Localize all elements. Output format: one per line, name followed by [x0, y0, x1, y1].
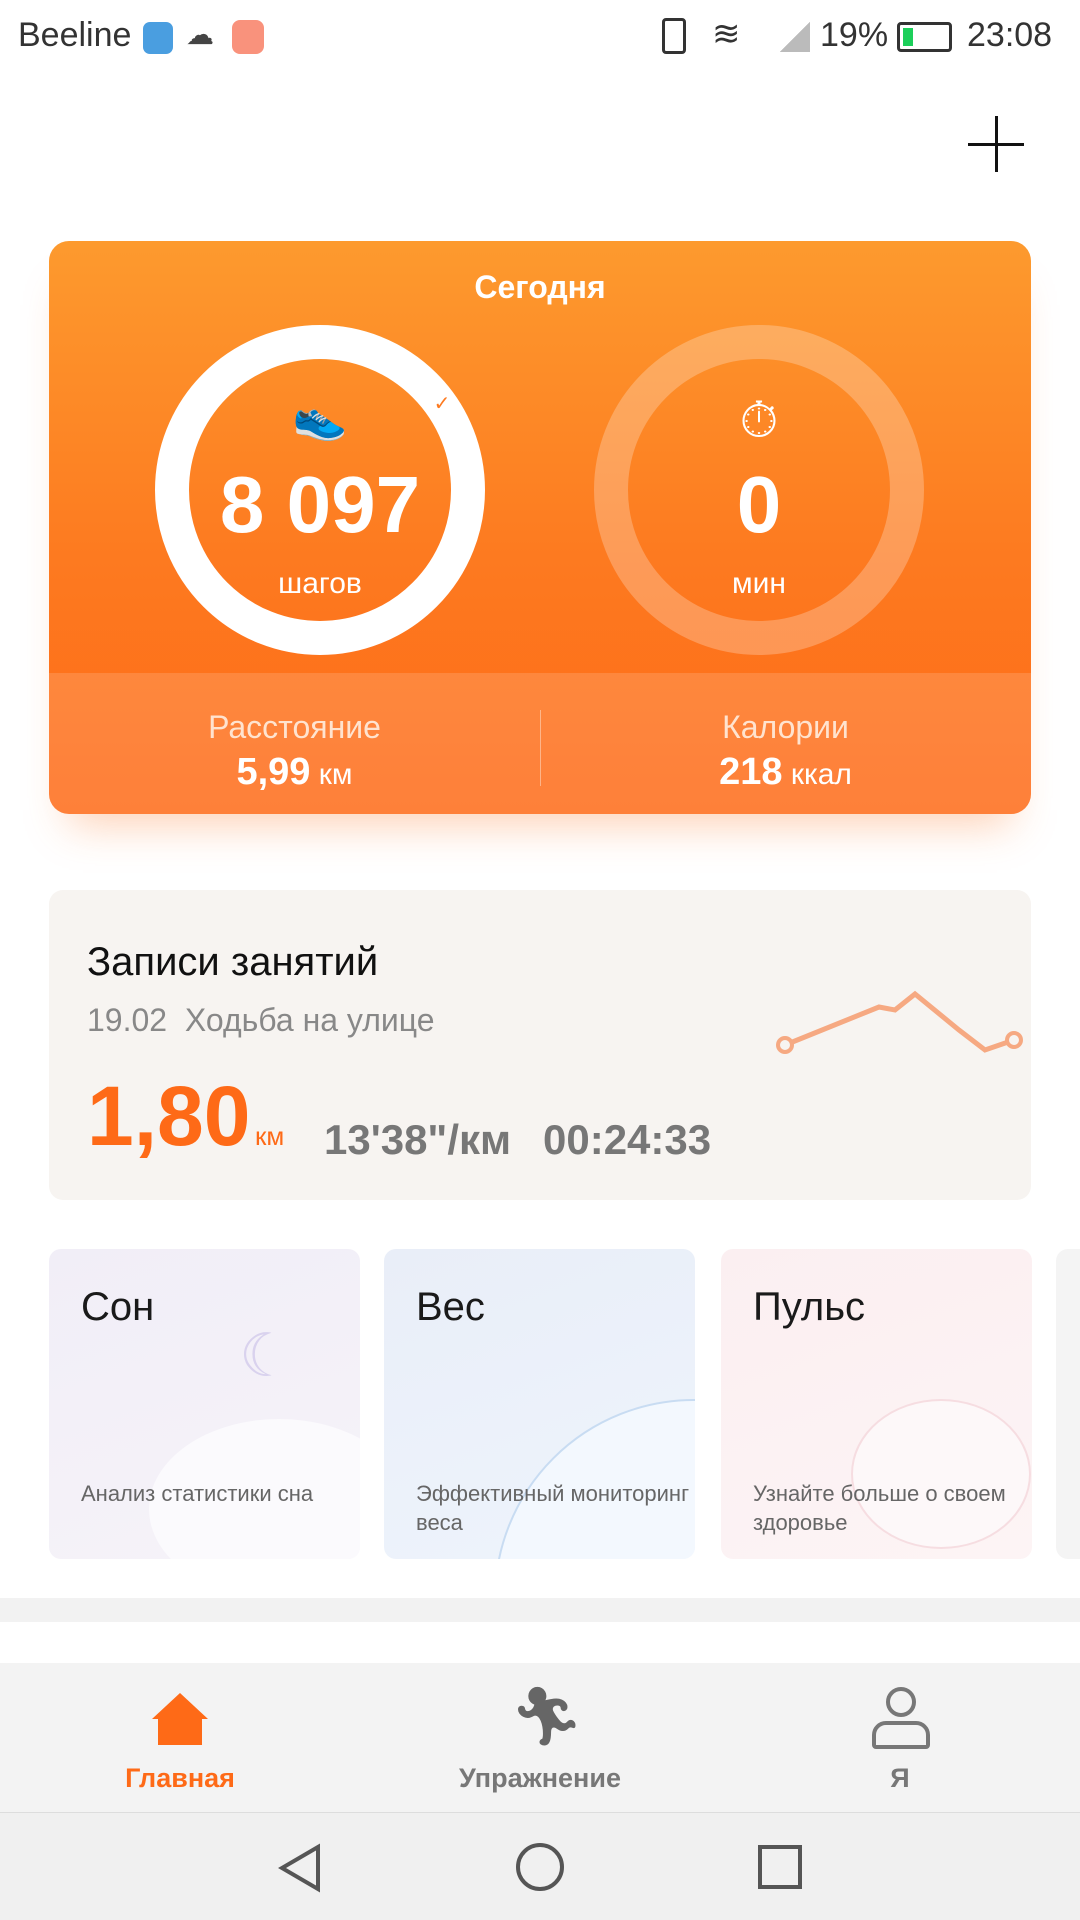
nav-me[interactable]: Я: [820, 1663, 980, 1812]
nav-label: Упражнение: [459, 1763, 621, 1793]
route-preview: [776, 990, 1023, 1054]
route-line: [784, 990, 1015, 1053]
system-nav: [0, 1812, 1080, 1920]
shield-icon: [143, 22, 173, 54]
stopwatch-icon: ⏱: [739, 392, 779, 448]
nav-home[interactable]: Главная: [90, 1663, 270, 1812]
status-bar: Beeline ☁ ≋ 19% 23:08: [0, 0, 1080, 75]
tile-title: Сон: [81, 1285, 155, 1329]
records-subtitle: 19.02 Ходьба на улице: [87, 1002, 435, 1039]
divider: [540, 710, 541, 786]
section-divider: [0, 1598, 1080, 1622]
tile-sleep[interactable]: ☾ Сон Анализ статистики сна: [49, 1249, 360, 1559]
clock: 23:08: [967, 16, 1053, 54]
vibrate-icon: [662, 18, 686, 54]
record-pace: 13'38"/км: [324, 1116, 512, 1163]
check-icon: ✓: [427, 389, 457, 419]
record-date: 19.02: [87, 1002, 168, 1038]
record-distance-unit: км: [254, 1121, 285, 1151]
calories-label: Калории: [722, 709, 849, 745]
activity-unit: мин: [732, 567, 786, 600]
tile-weight[interactable]: Вес Эффективный мониторинг веса: [384, 1249, 695, 1559]
battery-icon: [897, 22, 952, 52]
summary-band: Расстояние 5,99 км Калории 218 ккал: [49, 673, 1031, 814]
distance-label: Расстояние: [208, 709, 381, 745]
bottom-nav: Главная 🏃︎ Упражнение Я: [0, 1663, 1080, 1812]
home-icon: [152, 1693, 208, 1745]
back-icon[interactable]: [276, 1843, 324, 1893]
calories-value: 218: [719, 751, 783, 793]
distance-value: 5,99: [236, 751, 311, 793]
carrier: Beeline: [18, 16, 132, 54]
moon-icon: ☾: [239, 1322, 293, 1389]
distance-unit: км: [318, 758, 353, 791]
running-icon: 🏃︎: [510, 1684, 584, 1749]
battery-percent: 19%: [820, 16, 889, 54]
recents-icon[interactable]: [758, 1845, 802, 1889]
calories-unit: ккал: [790, 758, 852, 791]
record-distance-value: 1,80: [87, 1069, 251, 1163]
steps-unit: шагов: [278, 567, 362, 600]
route-start: [776, 1036, 794, 1054]
wifi-icon: ≋: [712, 15, 741, 53]
add-button[interactable]: [968, 116, 1024, 172]
records-title: Записи занятий: [87, 940, 379, 984]
route-end: [1005, 1031, 1023, 1049]
calories: 218 ккал: [540, 751, 1031, 794]
tile-title: Вес: [416, 1285, 485, 1329]
tile-next[interactable]: [1056, 1249, 1080, 1559]
today-card[interactable]: Сегодня ✓ 👟 8 097 шагов ⏱ 0 мин Расстоян…: [49, 241, 1031, 814]
nav-label: Главная: [125, 1763, 235, 1793]
shoe-icon: 👟: [292, 393, 348, 442]
today-title: Сегодня: [474, 269, 606, 305]
tile-subtitle: Анализ статистики сна: [81, 1481, 314, 1506]
record-activity: Ходьба на улице: [184, 1002, 435, 1038]
activity-value: 0: [736, 460, 782, 549]
signal-icon: [780, 22, 810, 52]
tile-subtitle: Узнайте больше о своем здоровье: [753, 1481, 1006, 1535]
record-distance: 1,80 км: [87, 1068, 284, 1165]
nav-exercise[interactable]: 🏃︎ Упражнение: [430, 1663, 650, 1812]
tile-subtitle: Эффективный мониторинг веса: [416, 1481, 690, 1535]
nav-label: Я: [890, 1763, 910, 1793]
workout-records-card[interactable]: Записи занятий 19.02 Ходьба на улице 1,8…: [49, 890, 1031, 1200]
distance: 5,99 км: [49, 751, 540, 794]
home-circle-icon[interactable]: [516, 1843, 564, 1891]
tile-title: Пульс: [753, 1285, 866, 1329]
cloud-icon: ☁: [186, 19, 214, 50]
inbox-icon: [232, 20, 264, 54]
person-icon: [886, 1687, 916, 1717]
tile-heart-rate[interactable]: Пульс Узнайте больше о своем здоровье: [721, 1249, 1032, 1559]
heart-illustration: [851, 1399, 1031, 1549]
record-duration: 00:24:33: [543, 1116, 712, 1163]
steps-value: 8 097: [219, 460, 421, 549]
